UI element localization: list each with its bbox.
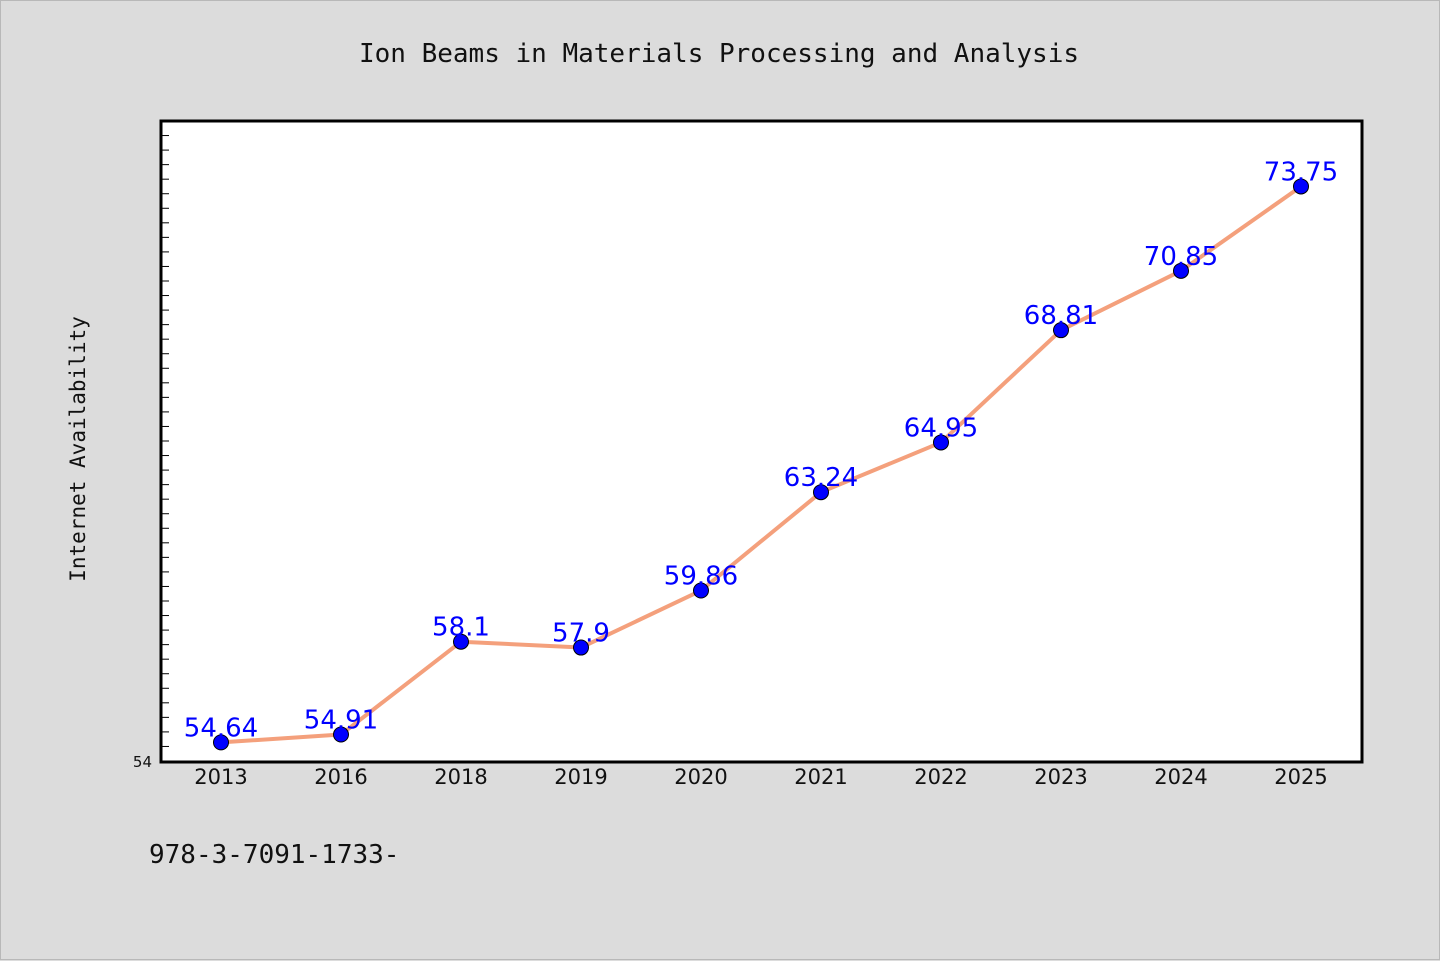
data-label: 54.91 xyxy=(304,706,378,736)
y-axis-ticks xyxy=(161,135,169,747)
data-point xyxy=(813,484,829,501)
y-tick-label: 54 xyxy=(133,753,152,771)
data-point xyxy=(933,434,949,451)
data-point xyxy=(693,582,709,599)
x-tick-label: 2018 xyxy=(434,765,487,789)
data-label: 68.81 xyxy=(1024,301,1098,331)
data-label: 58.1 xyxy=(432,613,490,643)
data-point xyxy=(1293,178,1309,195)
data-point xyxy=(1053,322,1069,339)
data-label: 63.24 xyxy=(784,463,858,493)
x-tick-label: 2023 xyxy=(1034,765,1087,789)
data-label: 70.85 xyxy=(1144,242,1218,272)
x-axis-labels: 2013 2016 2018 2019 2020 2021 2022 2023 2024 2025 xyxy=(194,765,1327,789)
x-tick-label: 2024 xyxy=(1154,765,1207,789)
data-label: 73.75 xyxy=(1264,157,1338,187)
isbn-text: 978-3-7091-1733- xyxy=(149,840,399,870)
data-label: 57.9 xyxy=(552,619,610,649)
data-point xyxy=(333,726,349,743)
data-point xyxy=(453,633,469,650)
series-line xyxy=(219,184,1303,745)
data-label: 59.86 xyxy=(664,562,738,592)
series-layer xyxy=(213,178,1309,751)
x-tick-label: 2020 xyxy=(674,765,727,789)
chart-title: Ion Beams in Materials Processing and An… xyxy=(359,39,1079,69)
data-labels: 54.64 54.91 58.1 57.9 59.86 63.24 64.95 68.81 70… xyxy=(184,157,1338,743)
data-point xyxy=(573,639,589,656)
data-point xyxy=(1173,262,1189,279)
data-label: 64.95 xyxy=(904,413,978,443)
x-tick-label: 2022 xyxy=(914,765,967,789)
x-tick-label: 2025 xyxy=(1274,765,1327,789)
x-tick-label: 2016 xyxy=(314,765,367,789)
x-tick-label: 2019 xyxy=(554,765,607,789)
data-point xyxy=(213,734,229,751)
y-axis-title: Internet Availability xyxy=(66,316,90,582)
x-tick-label: 2021 xyxy=(794,765,847,789)
x-tick-label: 2013 xyxy=(194,765,247,789)
plot-area xyxy=(159,119,1364,764)
data-label: 54.64 xyxy=(184,713,258,743)
